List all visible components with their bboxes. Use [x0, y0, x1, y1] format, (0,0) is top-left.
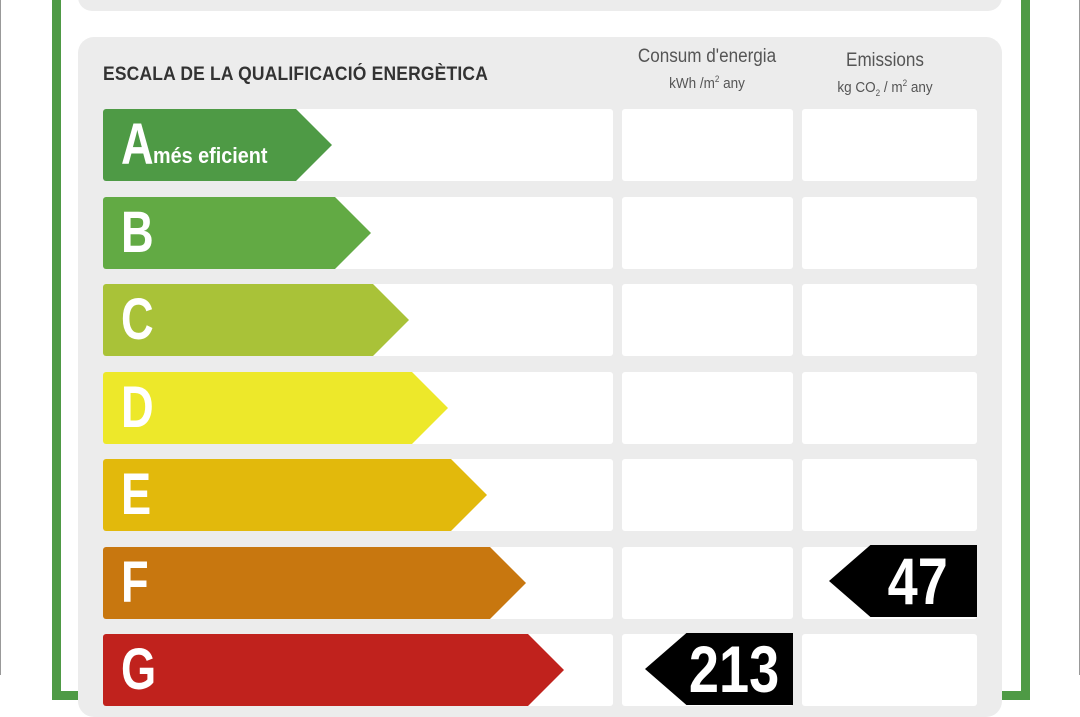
energy-cell-e [622, 459, 793, 531]
emissions-cell-d [802, 372, 977, 444]
energy-column-unit: kWh /m2 any [669, 74, 745, 92]
emissions-value: 47 [887, 544, 949, 618]
rating-arrow-b: B [103, 197, 371, 269]
rating-letter: F [121, 550, 149, 615]
emissions-cell-a [802, 109, 977, 181]
rating-letter: C [121, 287, 154, 352]
energy-value: 213 [688, 632, 780, 706]
energy-column-title: Consum d'energia [637, 46, 777, 67]
rating-arrow-e: E [103, 459, 487, 531]
rating-arrow-f: F [103, 547, 526, 619]
energy-cell-f [622, 547, 793, 619]
energy-cell-b [622, 197, 793, 269]
emissions-cell-g [802, 634, 977, 706]
rating-letter: B [121, 200, 154, 265]
top-panel [78, 0, 1002, 11]
emissions-column-unit: kg CO2 / m2 any [837, 78, 933, 98]
energy-cell-a [622, 109, 793, 181]
rating-description: més eficient [152, 143, 268, 168]
emissions-column-header: Emissions kg CO2 / m2 any [790, 50, 980, 98]
rating-letter: A [121, 112, 154, 177]
energy-cell-c [622, 284, 793, 356]
emissions-cell-b [802, 197, 977, 269]
rating-letter: G [121, 637, 157, 702]
rating-letter: D [121, 375, 154, 440]
rating-letter: E [121, 462, 152, 527]
emissions-cell-c [802, 284, 977, 356]
energy-column-header: Consum d'energia kWh /m2 any [612, 46, 802, 92]
rating-arrow-d: D [103, 372, 448, 444]
energy-cell-d [622, 372, 793, 444]
rating-arrow-c: C [103, 284, 409, 356]
emissions-cell-e [802, 459, 977, 531]
scale-title: ESCALA DE LA QUALIFICACIÓ ENERGÈTICA [103, 64, 489, 85]
emissions-column-title: Emissions [846, 50, 924, 71]
rating-arrow-g: G [103, 634, 564, 706]
